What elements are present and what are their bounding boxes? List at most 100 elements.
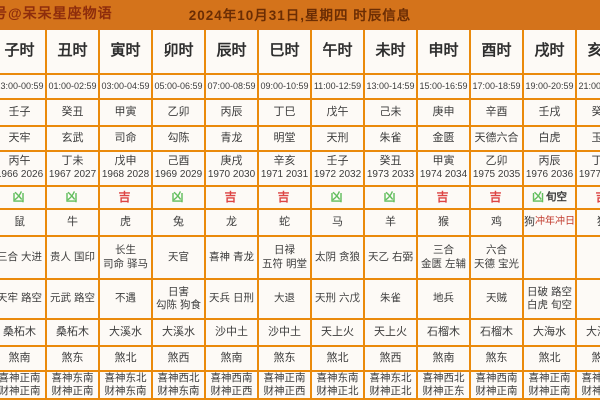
luck-mark: 吉 [118, 190, 131, 204]
hour-column: 酉时 17:00-18:59 辛酉 天德六合 乙卯 1975 2035 吉 鸡 … [471, 30, 524, 400]
ganzhi-cell: 乙卯 [153, 100, 206, 127]
clash-cell: 丙午 1966 2026 [0, 152, 47, 187]
ganzhi-cell: 丁巳 [259, 100, 312, 127]
sha-direction-cell: 煞北 [100, 347, 153, 372]
inauspicious-gods-cell: 天刑 六戊 [312, 280, 365, 320]
luck-mark: 凶 [531, 190, 544, 204]
luck-cell: 吉 [471, 187, 524, 210]
sha-direction-cell: 煞南 [0, 347, 47, 372]
clash-cell: 癸丑 1973 2033 [365, 152, 418, 187]
time-range-cell: 17:00-18:59 [471, 75, 524, 100]
time-range-cell: 03:00-04:59 [100, 75, 153, 100]
hours-table: 子时 23:00-00:59 壬子 天牢 丙午 1966 2026 凶 鼠 三合… [0, 30, 600, 400]
luck-cell: 凶 [153, 187, 206, 210]
hour-name-cell: 寅时 [100, 30, 153, 75]
luck-cell: 凶 旬空 [524, 187, 577, 210]
xishen-caishen-cell: 喜神正南 财神正西 [259, 372, 312, 400]
luck-cell: 吉 [206, 187, 259, 210]
time-range-cell: 21:00-22:59 [577, 75, 600, 100]
luck-extra: 旬空 [546, 190, 567, 203]
star-deity-cell: 天德六合 [471, 127, 524, 152]
luck-mark: 吉 [277, 190, 290, 204]
five-element-cell: 沙中土 [206, 320, 259, 347]
clash-years: 1976 2036 [525, 169, 574, 181]
zodiac-cell: 马 [312, 210, 365, 237]
auspicious-gods-cell: 三合 金匮 左辅 [418, 237, 471, 280]
zodiac-name: 龙 [226, 215, 237, 228]
sha-direction-cell: 煞西 [577, 347, 600, 372]
inauspicious-gods-cell: 天兵 日刑 [206, 280, 259, 320]
five-element-cell: 石榴木 [471, 320, 524, 347]
time-range-cell: 07:00-08:59 [206, 75, 259, 100]
inauspicious-gods-cell: 日害 勾陈 狗食 [153, 280, 206, 320]
luck-mark: 吉 [436, 190, 449, 204]
xishen-caishen-cell: 喜神西北 财神东南 [153, 372, 206, 400]
luck-mark: 凶 [383, 190, 396, 204]
five-element-cell: 大溪水 [100, 320, 153, 347]
sha-direction-cell: 煞南 [206, 347, 259, 372]
luck-mark: 凶 [171, 190, 184, 204]
zodiac-name: 蛇 [279, 215, 290, 228]
hour-column: 午时 11:00-12:59 戊午 天刑 壬子 1972 2032 凶 马 太阴… [312, 30, 365, 400]
xishen-caishen-cell: 喜神东南 财神正南 [47, 372, 100, 400]
clash-years: 1971 2031 [260, 169, 309, 181]
time-range-cell: 23:00-00:59 [0, 75, 47, 100]
inauspicious-gods-cell: 天贼 [471, 280, 524, 320]
xishen-caishen-cell: 喜神正南 财神正南 [0, 372, 47, 400]
zodiac-cell: 狗 冲年冲日 [524, 210, 577, 237]
time-range-cell: 01:00-02:59 [47, 75, 100, 100]
zodiac-name: 鼠 [14, 215, 25, 228]
sha-direction-cell: 煞西 [153, 347, 206, 372]
star-deity-cell: 明堂 [259, 127, 312, 152]
star-deity-cell: 司命 [100, 127, 153, 152]
luck-mark: 凶 [12, 190, 25, 204]
sha-direction-cell: 煞北 [524, 347, 577, 372]
luck-mark: 凶 [330, 190, 343, 204]
time-range-cell: 09:00-10:59 [259, 75, 312, 100]
luck-cell: 凶 [312, 187, 365, 210]
clash-ganzhi: 壬子 [326, 155, 349, 168]
sha-direction-cell: 煞南 [418, 347, 471, 372]
auspicious-gods-cell [524, 237, 577, 280]
clash-cell: 丁巳 1977 2037 [577, 152, 600, 187]
hour-name-cell: 申时 [418, 30, 471, 75]
clash-ganzhi: 庚戌 [220, 155, 243, 168]
watermark-text: 号@呆呆星座物语 [0, 5, 113, 21]
five-element-cell: 天上火 [365, 320, 418, 347]
clash-years: 1968 2028 [101, 169, 150, 181]
hour-column: 丑时 01:00-02:59 癸丑 玄武 丁未 1967 2027 凶 牛 贵人… [47, 30, 100, 400]
clash-cell: 辛亥 1971 2031 [259, 152, 312, 187]
zodiac-cell: 龙 [206, 210, 259, 237]
hour-column: 寅时 03:00-04:59 甲寅 司命 戊申 1968 2028 吉 虎 长生… [100, 30, 153, 400]
inauspicious-gods-cell: 地兵 [418, 280, 471, 320]
star-deity-cell: 玉堂 [577, 127, 600, 152]
ganzhi-cell: 丙辰 [206, 100, 259, 127]
luck-cell: 吉 [100, 187, 153, 210]
xishen-caishen-cell: 喜神东南 财神正北 [312, 372, 365, 400]
clash-ganzhi: 甲寅 [432, 155, 455, 168]
clash-years: 1973 2033 [366, 169, 415, 181]
time-range-cell: 11:00-12:59 [312, 75, 365, 100]
zodiac-cell: 虎 [100, 210, 153, 237]
clash-years: 1974 2034 [419, 169, 468, 181]
hour-column: 未时 13:00-14:59 己未 朱雀 癸丑 1973 2033 凶 羊 天乙… [365, 30, 418, 400]
zodiac-cell: 猴 [418, 210, 471, 237]
zodiac-name: 猪 [597, 216, 600, 230]
hour-name-cell: 巳时 [259, 30, 312, 75]
auspicious-gods-cell: 三合 大进 [0, 237, 47, 280]
hour-column: 戌时 19:00-20:59 壬戌 白虎 丙辰 1976 2036 凶 旬空 狗… [524, 30, 577, 400]
time-range-cell: 19:00-20:59 [524, 75, 577, 100]
hour-name-cell: 未时 [365, 30, 418, 75]
clash-cell: 乙卯 1975 2035 [471, 152, 524, 187]
clash-cell: 丁未 1967 2027 [47, 152, 100, 187]
inauspicious-gods-cell: 天牢 路空 [0, 280, 47, 320]
xishen-caishen-cell: 喜神正南 财神正南 [524, 372, 577, 400]
auspicious-gods-cell: 日禄 五符 明堂 [259, 237, 312, 280]
auspicious-gods-cell: 六合 天德 宝光 [471, 237, 524, 280]
xishen-caishen-cell: 喜神西南 财神正西 [206, 372, 259, 400]
sha-direction-cell: 煞东 [47, 347, 100, 372]
zodiac-clash-note: 冲年冲日 [535, 216, 575, 228]
ganzhi-cell: 庚申 [418, 100, 471, 127]
clash-ganzhi: 己酉 [167, 155, 190, 168]
hour-column: 巳时 09:00-10:59 丁巳 明堂 辛亥 1971 2031 吉 蛇 日禄… [259, 30, 312, 400]
